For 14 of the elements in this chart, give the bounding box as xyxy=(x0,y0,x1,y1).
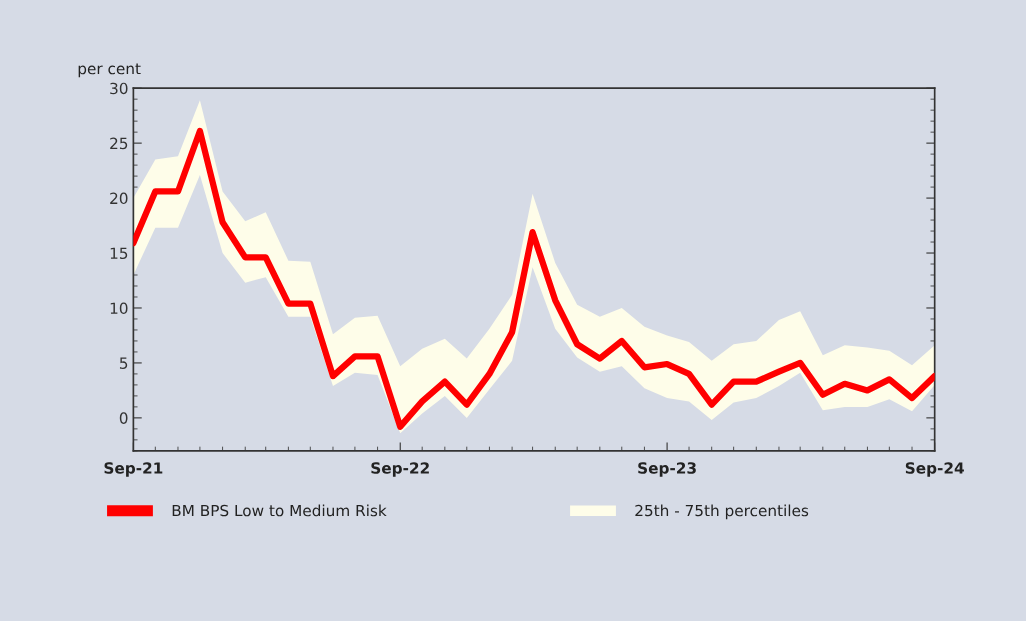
text: 25th - 75th percentiles xyxy=(635,504,809,520)
y-tick-label: 10 xyxy=(110,302,128,314)
x-tick-label: Sep-22 xyxy=(371,462,429,477)
y-axis-title: per cent xyxy=(78,63,141,78)
y-tick-label: 5 xyxy=(119,357,128,369)
y-tick-label: 30 xyxy=(110,82,128,95)
x-tick-label: Sep-23 xyxy=(638,462,696,477)
legend-label: BM BPS Low to Medium Risk xyxy=(172,504,387,517)
y-tick-label: 20 xyxy=(110,192,128,205)
y-tick-label: 0 xyxy=(119,412,128,424)
x-tick-label: Sep-21 xyxy=(104,462,163,477)
x-tick-label: Sep-24 xyxy=(905,462,964,477)
y-tick-label: 25 xyxy=(110,137,128,150)
y-tick-label: 15 xyxy=(110,247,128,260)
